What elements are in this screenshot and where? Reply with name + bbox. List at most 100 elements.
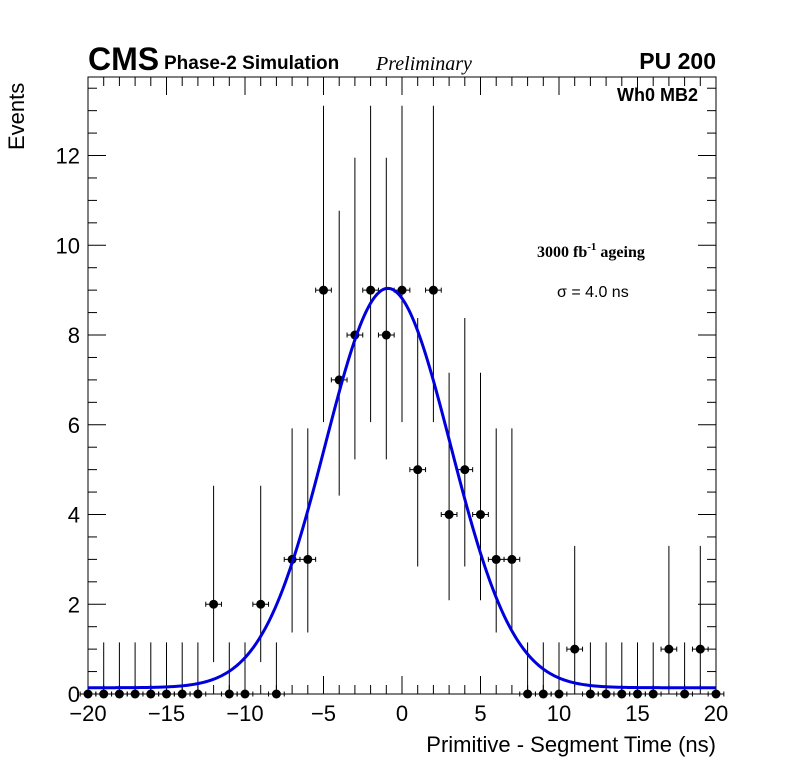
data-point <box>487 428 505 633</box>
data-marker <box>114 689 124 699</box>
data-marker <box>99 689 109 699</box>
data-marker <box>523 689 533 699</box>
data-marker <box>381 330 391 340</box>
axis-tick-labels: −20 −15 −10 −5 0 5 10 15 20 0 2 4 6 8 10 12 <box>56 144 729 726</box>
data-point <box>173 642 191 699</box>
data-marker <box>303 554 313 564</box>
data-point <box>707 642 725 699</box>
data-marker <box>256 599 266 609</box>
data-point <box>330 210 348 496</box>
sigma-label: σ = 4.0 ns <box>557 284 629 301</box>
y-tick-label: 6 <box>68 413 80 438</box>
data-marker <box>444 510 454 520</box>
x-axis-title: Primitive - Segment Time (ns) <box>426 732 716 757</box>
data-point <box>79 642 97 699</box>
data-point <box>660 545 678 687</box>
data-point <box>550 642 568 699</box>
x-tick-label: 15 <box>625 701 649 726</box>
data-marker <box>162 689 171 699</box>
data-point <box>315 105 332 423</box>
data-marker <box>601 689 611 699</box>
data-marker <box>476 510 485 520</box>
data-point <box>456 317 474 567</box>
data-marker <box>130 689 140 699</box>
data-marker <box>428 285 438 295</box>
data-marker <box>224 689 234 699</box>
y-axis-title: Events <box>4 83 29 150</box>
y-tick-label: 2 <box>68 592 80 617</box>
data-marker <box>319 285 328 295</box>
data-marker <box>633 689 642 699</box>
data-marker <box>240 689 250 699</box>
data-marker <box>648 689 658 699</box>
data-marker <box>491 554 501 564</box>
data-point <box>472 372 489 601</box>
data-point <box>691 545 709 687</box>
data-marker <box>585 689 595 699</box>
data-marker <box>146 689 156 699</box>
data-point <box>299 428 317 633</box>
data-marker <box>695 644 705 654</box>
y-tick-label: 10 <box>56 233 80 258</box>
data-point <box>409 317 427 567</box>
data-point <box>111 642 128 699</box>
data-marker <box>617 689 627 699</box>
data-point <box>252 485 270 663</box>
x-tick-label: 20 <box>704 701 728 726</box>
data-point <box>597 642 615 699</box>
y-tick-label: 4 <box>68 503 80 528</box>
data-point <box>425 105 442 423</box>
data-point <box>644 642 662 699</box>
data-point <box>629 642 646 699</box>
data-marker <box>538 689 548 699</box>
data-marker <box>413 465 423 475</box>
data-marker <box>460 465 470 475</box>
data-marker <box>397 285 407 295</box>
ageing-value: 3000 fb <box>537 244 587 261</box>
x-tick-label: −15 <box>148 701 185 726</box>
data-point <box>676 642 693 699</box>
data-point <box>613 642 631 699</box>
data-marker <box>366 285 376 295</box>
x-tick-label: 10 <box>547 701 571 726</box>
data-point <box>503 428 521 633</box>
ageing-suffix: ageing <box>596 244 644 261</box>
data-marker <box>271 689 281 699</box>
data-point <box>205 485 222 663</box>
pileup-label: PU 200 <box>639 48 716 74</box>
data-point <box>582 642 599 699</box>
y-tick-label: 12 <box>56 144 80 169</box>
data-marker <box>664 644 674 654</box>
data-point <box>362 105 379 423</box>
station-label: Wh0 MB2 <box>617 85 698 105</box>
preliminary-label: Preliminary <box>375 53 472 75</box>
data-point <box>377 157 395 460</box>
x-tick-label: −5 <box>311 701 336 726</box>
y-tick-label: 0 <box>68 682 80 707</box>
data-point <box>440 372 458 601</box>
data-marker <box>83 689 93 699</box>
data-marker <box>209 599 219 609</box>
data-points <box>79 105 725 699</box>
ageing-exponent: -1 <box>587 241 596 253</box>
data-point <box>236 642 254 699</box>
data-point <box>519 642 536 699</box>
data-point <box>393 105 411 423</box>
data-point <box>142 642 160 699</box>
data-point <box>346 157 364 460</box>
data-point <box>566 545 584 687</box>
phase2-label: Phase-2 Simulation <box>164 53 339 74</box>
data-marker <box>193 689 203 699</box>
x-tick-label: −20 <box>69 701 106 726</box>
x-tick-label: 0 <box>396 701 408 726</box>
data-point <box>158 642 175 699</box>
data-marker <box>711 689 721 699</box>
data-marker <box>554 689 564 699</box>
data-marker <box>507 554 517 564</box>
data-marker <box>570 644 580 654</box>
x-tick-label: −10 <box>226 701 263 726</box>
data-marker <box>680 689 690 699</box>
data-point <box>189 642 207 699</box>
cms-label: CMS <box>88 41 159 77</box>
